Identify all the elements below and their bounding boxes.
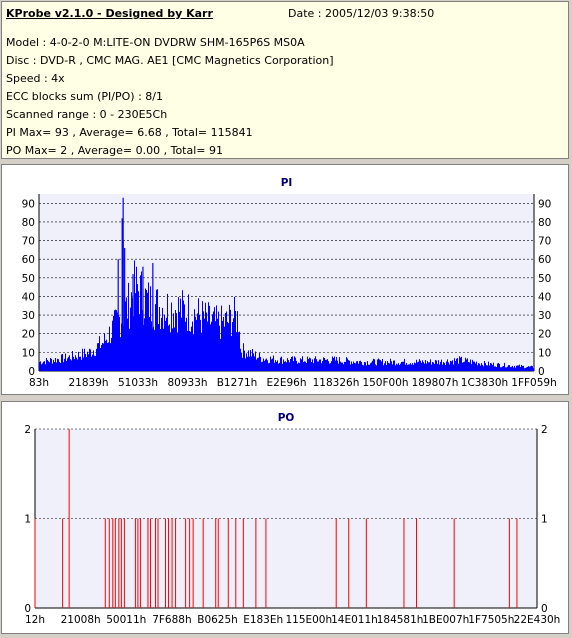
x-tick-label: 21839h xyxy=(68,377,108,389)
plot-area xyxy=(35,429,537,608)
pi-chart: PI 0 0 10 10 20 20 30 30 40 40 50 50 60 60 70 70 80 80 90 90… xyxy=(22,177,557,389)
x-tick-label: 1C3830h xyxy=(461,377,508,389)
ecc-line: ECC blocks sum (PI/PO) : 8/1 xyxy=(6,90,163,103)
y-tick-label-left: 40 xyxy=(22,291,35,303)
x-tick-label: 80933h xyxy=(167,377,207,389)
y-tick-label-left: 50 xyxy=(22,273,35,285)
y-tick-label-left: 20 xyxy=(22,329,35,341)
x-tick-label: 12h xyxy=(25,614,45,626)
x-tick-label: B1271h xyxy=(217,377,258,389)
y-tick-label-right: 10 xyxy=(538,347,551,359)
x-tick-label: 1FF059h xyxy=(511,377,556,389)
x-tick-label: 1BE007h xyxy=(422,614,469,626)
range-line: Scanned range : 0 - 230E5Ch xyxy=(6,108,168,121)
y-tick-label-left: 0 xyxy=(24,603,31,615)
pi-stats-line: PI Max= 93 , Average= 6.68 , Total= 1158… xyxy=(6,126,253,139)
y-tick-label-left: 60 xyxy=(22,254,35,266)
y-tick-label-right: 90 xyxy=(538,198,551,210)
x-tick-label: 1F7505h xyxy=(468,614,514,626)
y-tick-label-left: 1 xyxy=(24,514,31,526)
y-tick-label-left: 10 xyxy=(22,347,35,359)
chart-title: PO xyxy=(278,412,295,424)
x-tick-label: 115E00h xyxy=(285,614,332,626)
y-tick-label-right: 0 xyxy=(541,603,548,615)
x-tick-label: 21008h xyxy=(61,614,101,626)
x-tick-label: 118326h xyxy=(313,377,360,389)
y-tick-label-right: 20 xyxy=(538,329,551,341)
y-tick-label-right: 0 xyxy=(538,366,545,378)
x-tick-label: 189807h xyxy=(412,377,459,389)
x-tick-label: 50011h xyxy=(106,614,146,626)
y-tick-label-right: 60 xyxy=(538,254,551,266)
po-stats-line: PO Max= 2 , Average= 0.00 , Total= 91 xyxy=(6,144,223,157)
y-tick-label-left: 2 xyxy=(24,424,31,436)
x-tick-label: 150F00h xyxy=(362,377,408,389)
y-tick-label-right: 30 xyxy=(538,310,551,322)
x-tick-label: 7F688h xyxy=(152,614,191,626)
model-line: Model : 4-0-2-0 M:LITE-ON DVDRW SHM-165P… xyxy=(6,36,305,49)
y-tick-label-left: 90 xyxy=(22,198,35,210)
x-tick-label: 22E430h xyxy=(514,614,561,626)
app-title: KProbe v2.1.0 - Designed by Karr xyxy=(6,7,213,20)
x-tick-label: 184581h xyxy=(377,614,424,626)
x-tick-label: E2E96h xyxy=(267,377,307,389)
x-tick-label: B0625h xyxy=(197,614,238,626)
disc-line: Disc : DVD-R , CMC MAG. AE1 [CMC Magneti… xyxy=(6,54,334,67)
chart-title: PI xyxy=(281,177,293,189)
po-chart: PO 0 0 1 1 2 2 12h 21008h 50011h 7F688h B0625h E183E… xyxy=(24,412,561,626)
y-tick-label-left: 70 xyxy=(22,236,35,248)
po-chart-panel: PO 0 0 1 1 2 2 12h 21008h 50011h 7F688h B0625h E183E… xyxy=(1,401,569,634)
speed-line: Speed : 4x xyxy=(6,72,65,85)
y-tick-label-left: 80 xyxy=(22,217,35,229)
y-tick-label-right: 70 xyxy=(538,236,551,248)
y-tick-label-right: 50 xyxy=(538,273,551,285)
x-tick-label: 83h xyxy=(29,377,49,389)
y-tick-label-right: 1 xyxy=(541,514,548,526)
y-tick-label-right: 80 xyxy=(538,217,551,229)
y-tick-label-left: 30 xyxy=(22,310,35,322)
y-tick-label-left: 0 xyxy=(28,366,35,378)
x-tick-label: E183Eh xyxy=(243,614,283,626)
scan-date: Date : 2005/12/03 9:38:50 xyxy=(288,7,435,20)
x-tick-label: 14E011h xyxy=(331,614,378,626)
x-tick-label: 51033h xyxy=(118,377,158,389)
y-tick-label-right: 2 xyxy=(541,424,548,436)
info-panel: KProbe v2.1.0 - Designed by Karr Date : … xyxy=(1,1,569,159)
pi-chart-panel: PI 0 0 10 10 20 20 30 30 40 40 50 50 60 60 70 70 80 80 90 90… xyxy=(1,164,569,395)
y-tick-label-right: 40 xyxy=(538,291,551,303)
